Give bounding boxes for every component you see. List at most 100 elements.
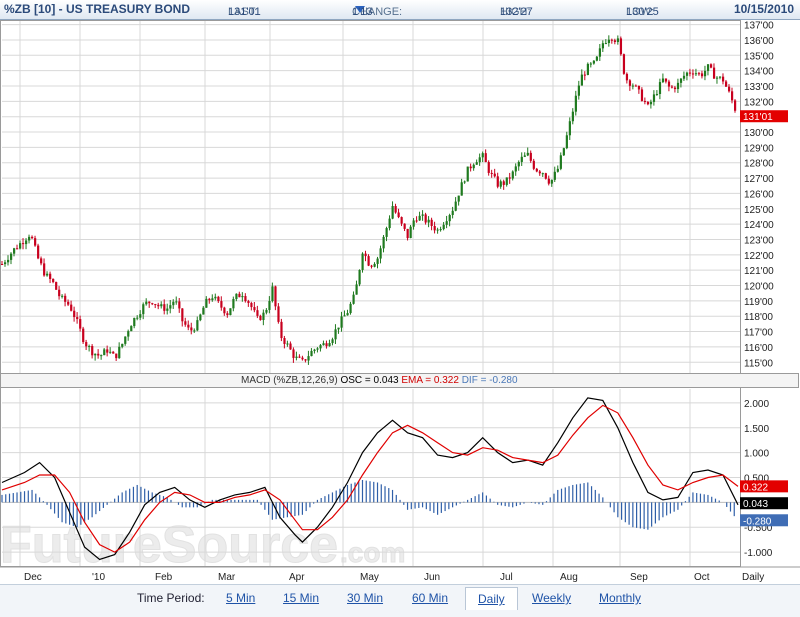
tab-30-min[interactable]: 30 Min xyxy=(347,591,384,605)
candle-body xyxy=(97,353,100,356)
last-price-marker xyxy=(740,110,788,123)
candle-body xyxy=(247,301,250,303)
candle-body xyxy=(568,121,571,136)
candle-body xyxy=(412,220,415,227)
candle-body xyxy=(367,256,370,266)
candle-body xyxy=(244,296,247,302)
watermark: FutureSource .com xyxy=(0,516,406,575)
candle-body xyxy=(274,286,277,307)
candle-body xyxy=(226,313,229,316)
time-period-label: Time Period: xyxy=(137,591,205,605)
candle-body xyxy=(670,86,674,88)
macd-value-marker xyxy=(740,480,788,493)
price-tick-label: 130'00 xyxy=(744,128,774,139)
candle-body xyxy=(28,236,31,241)
low-label: LOW: xyxy=(626,6,654,18)
candle-body xyxy=(418,215,421,221)
candle-body xyxy=(235,293,238,300)
candle-body xyxy=(67,301,70,305)
price-tick-label: 122'00 xyxy=(744,251,774,262)
candle-body xyxy=(166,308,169,311)
candle-body xyxy=(106,349,109,353)
candle-body xyxy=(160,304,163,307)
candle-body xyxy=(469,166,472,169)
candle-body xyxy=(391,206,394,219)
candle-body xyxy=(724,81,728,87)
price-tick-label: 116'00 xyxy=(744,343,773,354)
tab-60-min[interactable]: 60 Min xyxy=(412,591,449,605)
price-panel-frame xyxy=(0,20,741,374)
candle-series xyxy=(1,35,737,365)
candle-body xyxy=(307,356,310,361)
candle-body xyxy=(361,253,364,270)
candle-body xyxy=(490,172,493,174)
price-tick-label: 118'00 xyxy=(744,312,773,323)
candle-body xyxy=(34,238,37,246)
candle-body xyxy=(718,76,722,78)
candle-body xyxy=(499,181,502,187)
candle-body xyxy=(220,301,223,308)
tab-monthly[interactable]: Monthly xyxy=(599,591,642,605)
candle-body xyxy=(319,345,322,349)
candle-body xyxy=(313,349,316,351)
candle-body xyxy=(382,236,385,249)
price-tick-label: 115'00 xyxy=(744,358,773,369)
candle-body xyxy=(583,74,586,76)
candle-body xyxy=(580,74,583,86)
x-tick-label: Aug xyxy=(560,572,578,583)
symbol-title: %ZB [10] - US TREASURY BOND xyxy=(4,2,191,16)
candle-body xyxy=(139,314,142,318)
candle-body xyxy=(619,38,623,55)
x-tick-label: Dec xyxy=(24,572,42,583)
candle-body xyxy=(478,157,481,163)
candle-body xyxy=(493,173,496,177)
macd-title: MACD (%ZB,12,26,9) OSC = 0.043 EMA = 0.3… xyxy=(241,375,518,386)
candle-body xyxy=(61,295,64,297)
candle-body xyxy=(475,162,478,165)
candle-body xyxy=(673,87,677,90)
candle-body xyxy=(598,48,602,57)
candle-body xyxy=(175,301,178,303)
quote-header: %ZB [10] - US TREASURY BOND LAST: 131'01… xyxy=(0,0,800,20)
candle-body xyxy=(613,40,617,42)
candle-body xyxy=(58,289,61,297)
candle-body xyxy=(118,346,121,359)
candle-body xyxy=(397,212,400,218)
candle-body xyxy=(16,248,19,250)
high-value: 132'27 xyxy=(500,6,533,18)
candle-body xyxy=(184,321,187,325)
candle-body xyxy=(463,181,466,183)
tab-daily[interactable]: Daily xyxy=(465,587,518,610)
chart-frames xyxy=(0,20,800,568)
candle-body xyxy=(70,304,73,311)
candle-body xyxy=(685,72,689,76)
macd-dif: DIF = -0.280 xyxy=(462,375,518,386)
candle-body xyxy=(223,307,226,314)
candle-body xyxy=(460,182,463,196)
tab-5-min[interactable]: 5 Min xyxy=(226,591,256,605)
candle-body xyxy=(415,220,418,222)
candle-body xyxy=(280,321,283,339)
candle-body xyxy=(604,43,608,45)
candle-body xyxy=(733,100,737,111)
candle-body xyxy=(553,171,556,180)
candle-body xyxy=(385,228,388,237)
candle-body xyxy=(43,263,46,276)
candle-body xyxy=(541,173,544,175)
candle-body xyxy=(148,301,151,304)
candle-body xyxy=(127,331,130,337)
candle-body xyxy=(664,78,668,82)
tab-weekly[interactable]: Weekly xyxy=(532,591,572,605)
candle-body xyxy=(178,301,181,309)
candle-body xyxy=(655,93,659,95)
price-tick-label: 119'00 xyxy=(744,297,773,308)
candle-body xyxy=(451,210,454,216)
candle-body xyxy=(394,206,397,213)
candle-body xyxy=(640,89,644,101)
candle-body xyxy=(37,245,40,259)
candle-body xyxy=(697,73,701,75)
change-value: 1'13 xyxy=(352,6,373,18)
candle-body xyxy=(556,168,559,172)
candle-body xyxy=(466,166,469,182)
tab-15-min[interactable]: 15 Min xyxy=(283,591,320,605)
